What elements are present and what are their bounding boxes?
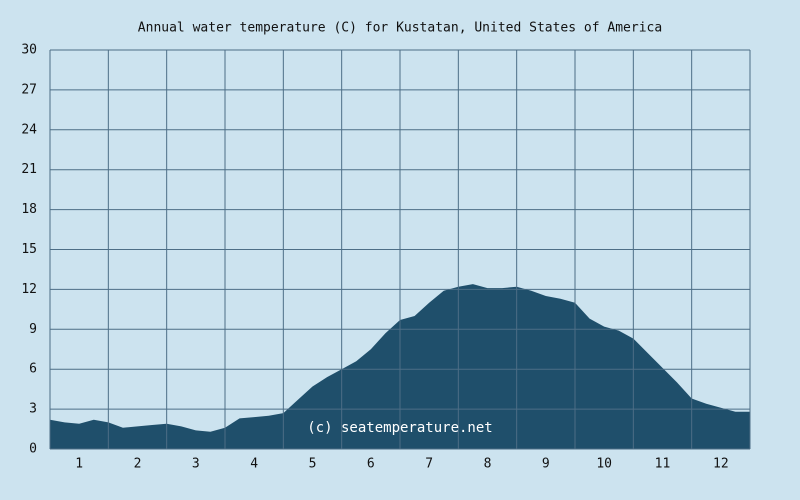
x-tick-label: 3 <box>192 457 200 472</box>
x-tick-label: 2 <box>134 457 142 472</box>
x-tick-label: 4 <box>250 457 258 472</box>
x-tick-label: 7 <box>425 457 433 472</box>
x-tick-label: 10 <box>596 457 612 472</box>
y-tick-label: 15 <box>21 242 37 257</box>
y-tick-label: 0 <box>29 442 37 457</box>
y-tick-label: 3 <box>29 402 37 417</box>
x-tick-label: 1 <box>75 457 83 472</box>
y-tick-label: 6 <box>29 362 37 377</box>
y-tick-label: 9 <box>29 322 37 337</box>
x-tick-label: 5 <box>309 457 317 472</box>
x-tick-label: 6 <box>367 457 375 472</box>
y-tick-label: 27 <box>21 82 37 97</box>
y-tick-label: 21 <box>21 162 37 177</box>
y-tick-label: 12 <box>21 282 37 297</box>
y-tick-label: 18 <box>21 202 37 217</box>
x-tick-label: 8 <box>484 457 492 472</box>
x-tick-label: 9 <box>542 457 550 472</box>
chart-title: Annual water temperature (C) for Kustata… <box>138 21 662 36</box>
x-tick-label: 12 <box>713 457 729 472</box>
watermark: (c) seatemperature.net <box>307 420 492 436</box>
y-tick-label: 24 <box>21 122 37 137</box>
y-tick-label: 30 <box>21 43 37 58</box>
x-tick-label: 11 <box>655 457 671 472</box>
